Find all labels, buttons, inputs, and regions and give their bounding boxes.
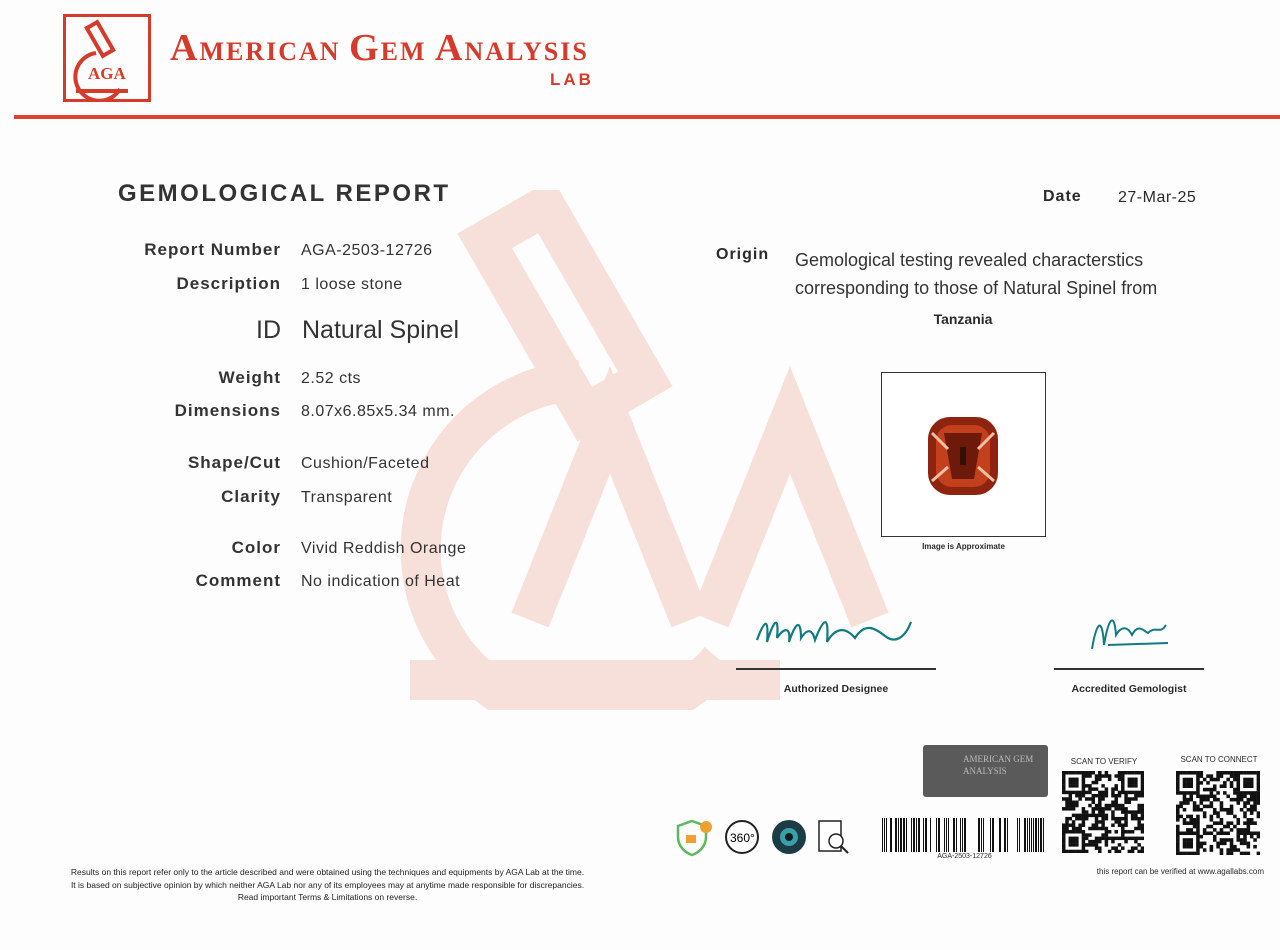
- id-value: Natural Spinel: [302, 316, 460, 344]
- clarity-value: Transparent: [301, 489, 393, 506]
- signature-line: [1054, 668, 1204, 670]
- barcode: [882, 818, 1044, 852]
- camera-lens-icon: [772, 820, 806, 854]
- disclaimer: Results on this report refer only to the…: [30, 866, 625, 904]
- authorized-designee-label: Authorized Designee: [783, 683, 889, 695]
- origin-text: Gemological testing revealed characterst…: [795, 250, 1158, 298]
- svg-text:AGA: AGA: [88, 64, 127, 83]
- origin-country: Tanzania: [933, 311, 993, 327]
- image-caption: Image is Approximate: [922, 542, 1005, 551]
- comment-label: Comment: [195, 571, 281, 590]
- id-label: ID: [256, 316, 281, 344]
- document-search-icon: [818, 820, 849, 854]
- description-label: Description: [176, 274, 281, 293]
- report-number-label: Report Number: [144, 240, 281, 259]
- header-divider: [14, 115, 1280, 119]
- date-value: 27-Mar-25: [1118, 189, 1197, 206]
- brand-name: AMERICAN GEM ANALYSIS: [170, 26, 589, 70]
- shape-cut-label: Shape/Cut: [187, 453, 281, 472]
- brand-part: EM: [380, 37, 436, 66]
- color-label: Color: [231, 538, 281, 557]
- brand-initial: A: [170, 27, 200, 69]
- date-label: Date: [1043, 188, 1082, 205]
- designee-signature: [755, 621, 913, 644]
- dimensions-label: Dimensions: [174, 401, 281, 420]
- svg-text:360°: 360°: [730, 831, 755, 845]
- gemologist-signature: [1091, 619, 1169, 650]
- report-number-value: AGA-2503-12726: [301, 242, 433, 259]
- color-value: Vivid Reddish Orange: [301, 540, 467, 557]
- brand-sub: LAB: [550, 70, 594, 89]
- signature-line: [736, 668, 936, 670]
- description-value: 1 loose stone: [301, 276, 403, 293]
- dimensions-value: 8.07x6.85x5.34 mm.: [301, 403, 455, 420]
- disclaimer-line: Read important Terms & Limitations on re…: [237, 892, 418, 902]
- scan-verify-label: SCAN TO VERIFY: [1070, 757, 1138, 766]
- disclaimer-line: It is based on subjective opinion by whi…: [70, 879, 585, 890]
- brand-initial: G: [349, 27, 381, 69]
- weight-value: 2.52 cts: [301, 370, 362, 387]
- aga-logo: AGA: [63, 14, 151, 103]
- connect-qr-code[interactable]: [1176, 771, 1260, 855]
- disclaimer-line: Results on this report refer only to the…: [70, 867, 585, 877]
- brand-initial: A: [435, 27, 465, 69]
- verify-qr-code[interactable]: [1062, 771, 1144, 853]
- brand-part: MERICAN: [199, 37, 350, 66]
- accredited-gemologist-label: Accredited Gemologist: [1071, 683, 1187, 695]
- seal-text: AMERICAN GEM ANALYSIS: [963, 754, 1034, 776]
- shape-cut-value: Cushion/Faceted: [301, 455, 430, 472]
- shield-lock-icon: [676, 819, 712, 857]
- verify-note: this report can be verified at www.agall…: [1096, 867, 1264, 876]
- watermark-logo: [400, 190, 889, 710]
- comment-value: No indication of Heat: [301, 573, 461, 590]
- barcode-text: AGA-2503-12726: [937, 853, 992, 860]
- clarity-label: Clarity: [221, 487, 281, 506]
- scan-connect-label: SCAN TO CONNECT: [1180, 755, 1258, 764]
- 360-view-icon: 360°: [725, 820, 759, 854]
- gem-image: [881, 372, 1046, 537]
- hologram-seal: AMERICAN GEM ANALYSIS: [923, 745, 1048, 797]
- brand-part: NALYSIS: [464, 37, 589, 66]
- feature-icons: 360°: [676, 819, 849, 857]
- origin-label: Origin: [716, 246, 770, 263]
- weight-label: Weight: [218, 368, 281, 387]
- report-title: GEMOLOGICAL REPORT: [118, 180, 451, 207]
